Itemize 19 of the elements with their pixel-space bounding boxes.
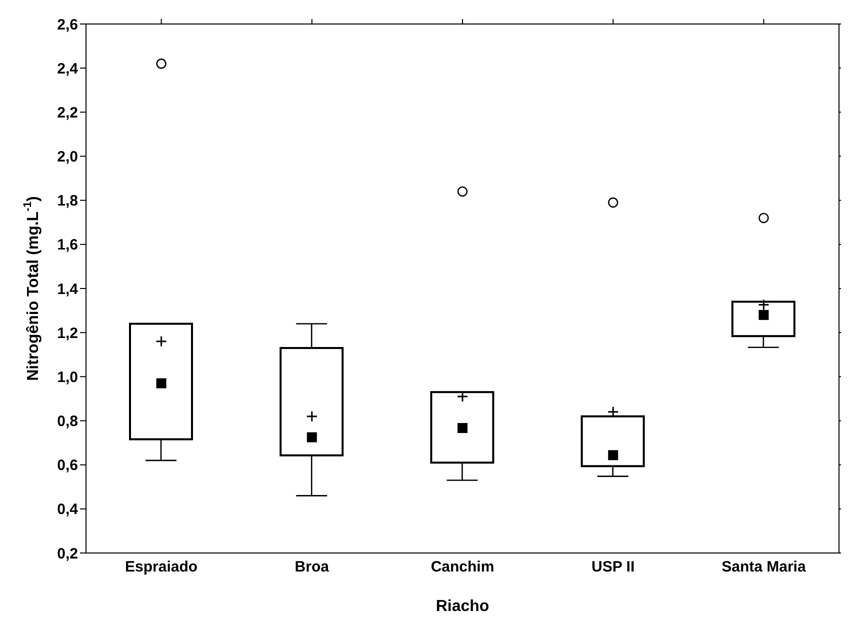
y-tick-label: 1,8: [57, 192, 78, 210]
y-tick-label: 1,4: [57, 280, 79, 298]
y-tick-label: 1,2: [57, 324, 78, 342]
y-tick-label: 1,6: [57, 236, 78, 254]
y-tick-label: 2,4: [57, 60, 79, 78]
y-tick-label: 2,2: [57, 104, 78, 122]
x-tick-label: Broa: [294, 558, 330, 576]
y-tick-label: 0,4: [57, 501, 79, 518]
y-tick-label: 1,0: [57, 368, 78, 386]
y-tick-label: 2,0: [57, 148, 78, 166]
y-tick-label: 0,6: [57, 457, 78, 474]
y-tick-label: 2,6: [57, 16, 78, 34]
y-tick-label: 0,2: [57, 545, 78, 562]
x-axis-title: Riacho: [436, 598, 490, 615]
y-tick-label: 0,8: [57, 413, 78, 430]
x-tick-label: Espraiado: [125, 558, 198, 576]
x-tick-label: Canchim: [430, 558, 494, 576]
x-tick-label: Santa Maria: [722, 558, 806, 576]
x-tick-label: USP II: [592, 558, 635, 576]
